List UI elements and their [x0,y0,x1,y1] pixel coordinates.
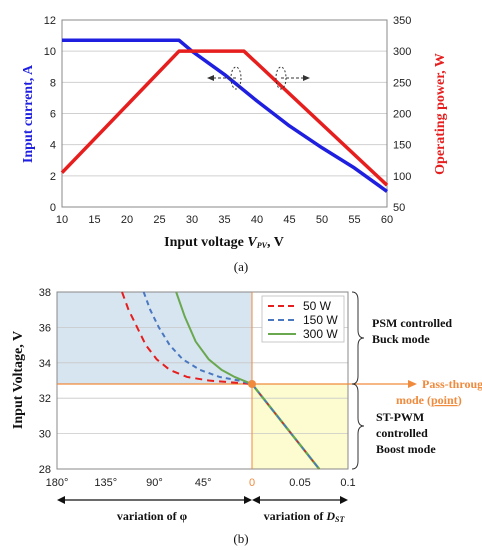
chart-a-current-axis-pointer [207,66,242,90]
chart-b-pass-arrow-head [408,380,417,388]
chart-a-power-line [60,49,389,187]
chart-a-plot-frame [61,19,388,208]
chart-a-y2-tick-label: 150 [393,140,411,152]
chart-a-current-line [62,38,389,193]
chart-a-y-tick-label: 2 [50,171,56,183]
chart-a-y2-tick-label: 300 [393,46,411,58]
chart-b-phi-range-arrow [57,496,252,504]
chart-b-boost-label: ST-PWM controlled Boost mode [376,410,436,456]
chart-a: 10 15 20 25 30 35 40 45 50 55 60 0 2 4 6 8 10 12 50 100 15… [21,15,448,274]
chart-b-x-ticks: 180° 135° 90° 45° 0 0.05 0.1 [46,477,356,489]
chart-a-y-tick-label: 10 [44,46,56,58]
chart-b-dst-range-arrow [252,496,348,504]
legend-label-300w: 300 W [303,327,338,341]
chart-a-caption: (a) [234,259,248,274]
chart-a-x-tick-label: 40 [251,214,263,226]
chart-b-boost-line-150w [251,383,320,470]
chart-b-x-tick-label: 180° [46,477,69,489]
chart-b-x-tick-label: 0 [249,477,255,489]
chart-a-y-tick-label: 0 [50,202,56,214]
chart-b-y-tick-label: 34 [39,358,51,370]
chart-b-pass-label: Pass-through mode (point) [396,377,482,407]
chart-a-y2-tick-label: 100 [393,171,411,183]
chart-a-y-ticks: 0 2 4 6 8 10 12 [44,15,56,214]
chart-b-y-tick-label: 30 [39,429,51,441]
chart-a-x-tick-label: 55 [348,214,360,226]
chart-a-y-tick-label: 6 [50,109,56,121]
chart-b-y-tick-label: 38 [39,287,51,299]
legend-label-50w: 50 W [303,299,332,313]
chart-a-y2-tick-label: 50 [393,202,405,214]
chart-a-y2-ticks: 50 100 150 200 250 300 350 [393,15,411,214]
chart-a-y-tick-label: 4 [50,140,56,152]
chart-a-x-label: Input voltage VPV, V [164,235,284,250]
chart-a-x-tick-label: 35 [218,214,230,226]
chart-b-psm-label: PSM controlled Buck mode [372,316,455,346]
chart-b-curve-300w [175,291,253,385]
chart-a-series [60,38,389,193]
chart-b-boost-region [252,384,348,469]
chart-a-y2-tick-label: 250 [393,77,411,89]
chart-b-x-tick-label: 45° [195,477,212,489]
chart-b-y-tick-label: 36 [39,322,51,334]
chart-b-series [121,291,321,470]
legend-label-150w: 150 W [303,313,338,327]
chart-a-x-tick-label: 10 [56,214,68,226]
chart-b-brace-boost [351,383,365,470]
chart-b-x-tick-label: 0.05 [289,477,310,489]
chart-a-grid [62,19,387,208]
chart-a-x-tick-label: 25 [153,214,165,226]
chart-b-curve-50w [121,291,253,386]
chart-a-x-tick-label: 20 [121,214,133,226]
chart-b-x-tick-label: 90° [146,477,163,489]
chart-a-y2-tick-label: 200 [393,109,411,121]
chart-b-y-tick-label: 32 [39,393,51,405]
chart-b-plot-frame [56,291,349,470]
chart-a-y-label: Input current, A [21,64,36,163]
chart-b-y-ticks: 28 30 32 34 36 38 [39,287,51,476]
chart-b-y-label: Input Voltage, V [11,331,26,429]
chart-b-y-tick-label: 28 [39,464,51,476]
chart-b-phi-label: variation of φ [117,509,188,523]
chart-b-caption: (b) [233,531,248,546]
chart-a-x-ticks: 10 15 20 25 30 35 40 45 50 55 60 [56,214,393,226]
chart-b-x-tick-label: 135° [94,477,117,489]
chart-b-dst-label: variation of DST [264,509,346,524]
chart-a-x-tick-label: 30 [186,214,198,226]
chart-b-pass-through-point [248,380,256,388]
chart-b: 28 30 32 34 36 38 180° 135° 90° 45° 0 0.05 0.1 50 W… [11,287,482,546]
chart-a-y-tick-label: 12 [44,15,56,27]
chart-a-x-tick-label: 45 [283,214,295,226]
chart-a-power-axis-pointer [275,66,310,90]
chart-a-x-tick-label: 15 [88,214,100,226]
chart-a-y2-tick-label: 350 [393,15,411,27]
chart-b-brace-psm [351,291,365,385]
chart-a-y2-label: Operating power, W [433,53,448,175]
chart-a-x-tick-label: 50 [316,214,328,226]
chart-b-x-tick-label: 0.1 [340,477,355,489]
chart-a-x-tick-label: 60 [381,214,393,226]
chart-a-y-tick-label: 8 [50,77,56,89]
